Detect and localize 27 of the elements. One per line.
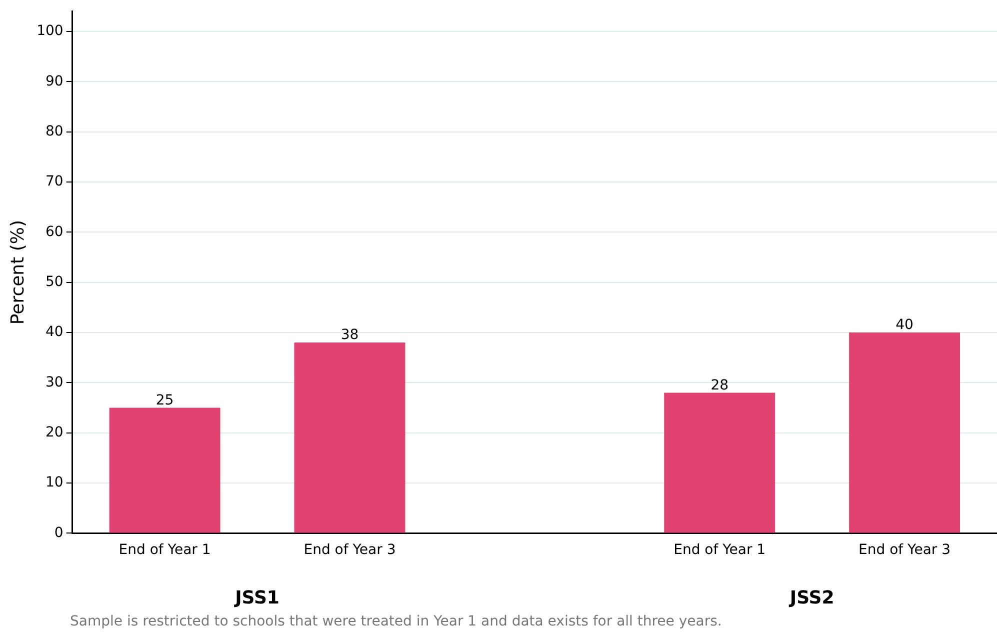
y-tick-label: 0 (54, 524, 64, 541)
x-tick-label: End of Year 1 (674, 542, 766, 558)
y-tick-label: 90 (45, 73, 64, 90)
y-tick-label: 40 (45, 324, 64, 340)
y-tick-label: 80 (45, 123, 64, 140)
x-tick-label: End of Year 3 (304, 542, 396, 558)
x-tick-label: End of Year 3 (858, 542, 951, 558)
y-tick-label: 70 (45, 174, 64, 190)
bar (664, 392, 776, 533)
text: JSS1 (233, 588, 280, 609)
bar (109, 408, 220, 533)
text: JSS2 (788, 588, 834, 609)
y-tick-label: 50 (45, 274, 64, 290)
x-tick-label: End of Year 1 (118, 542, 211, 558)
data-label: 25 (156, 392, 174, 408)
text: Sample is restricted to schools that were treated in Year 1 and data exists for all three years. (70, 614, 722, 630)
y-tick-label: 20 (45, 424, 64, 440)
y-axis-title: Percent (%) (7, 220, 28, 325)
y-tick-label: 30 (45, 374, 64, 390)
bar (294, 342, 406, 533)
y-tick-label: 10 (45, 474, 64, 491)
data-label: 28 (710, 377, 729, 394)
bar (849, 332, 960, 533)
data-label: 40 (896, 317, 914, 334)
y-tick-label: 100 (36, 23, 64, 40)
data-label: 38 (340, 327, 359, 344)
y-tick-label: 60 (45, 224, 64, 240)
